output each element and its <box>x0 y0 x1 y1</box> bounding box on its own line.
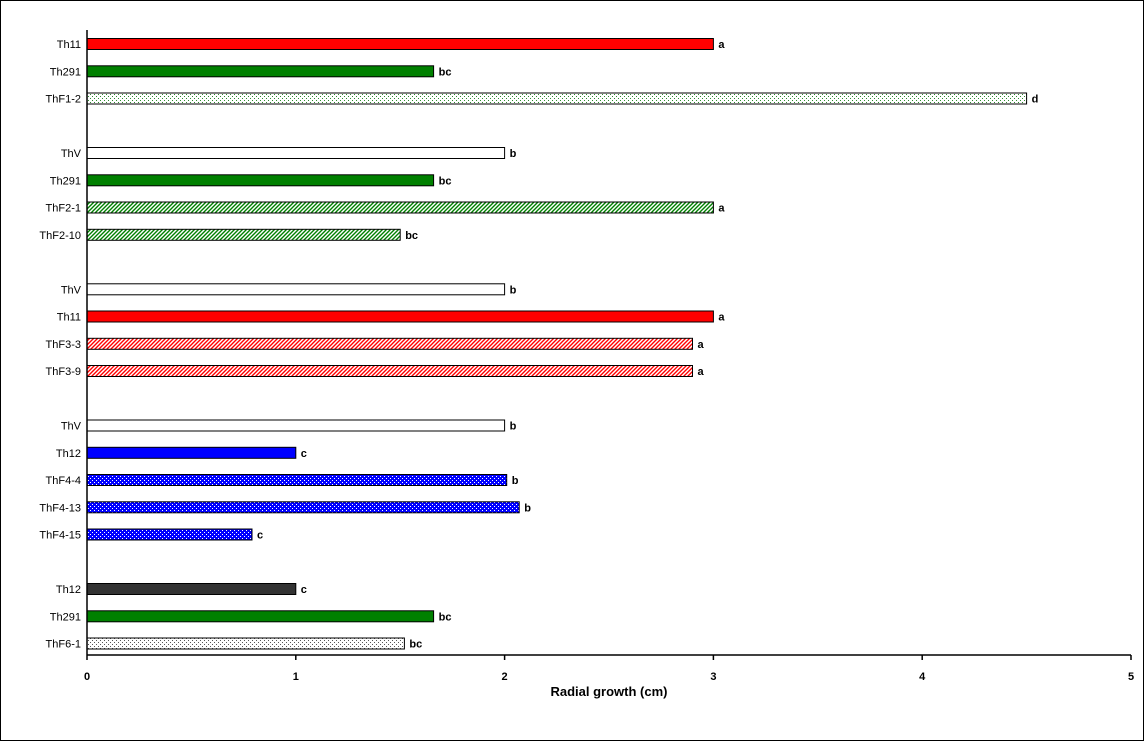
category-label: ThF4-13 <box>39 502 81 514</box>
category-label: Th12 <box>56 584 81 596</box>
bar-th11-group-1 <box>86 38 714 50</box>
bar-thf2-10-group-2 <box>86 228 401 241</box>
bar-thf4-15-group-4 <box>86 528 253 541</box>
category-label: Th12 <box>56 448 81 460</box>
category-label: ThV <box>61 421 82 433</box>
category-label: ThF4-15 <box>39 530 81 542</box>
x-tick-label: 5 <box>1128 671 1134 683</box>
bar-thv-group-2 <box>86 147 506 159</box>
category-label: ThF2-1 <box>46 203 81 215</box>
category-label: Th291 <box>50 66 81 78</box>
x-axis-title: Radial growth (cm) <box>550 684 667 699</box>
bar-thf4-13-group-4 <box>86 501 520 514</box>
bar-thf3-3-group-3 <box>86 337 693 350</box>
category-label: Th11 <box>57 39 81 51</box>
category-label: Th291 <box>50 175 81 187</box>
category-label: ThF4-4 <box>46 475 81 487</box>
significance-letter: bc <box>405 230 418 242</box>
x-tick-label: 4 <box>919 671 926 683</box>
significance-letter: d <box>1032 94 1039 106</box>
significance-letter: bc <box>409 639 422 651</box>
bar-thv-group-4 <box>86 419 506 432</box>
significance-letter: c <box>301 448 307 460</box>
bar-th12-group-4 <box>86 446 297 459</box>
bar-thf4-4-group-4 <box>86 474 508 486</box>
category-label: ThF3-9 <box>46 366 81 378</box>
significance-letter: bc <box>439 611 452 623</box>
category-label: ThF3-3 <box>46 339 81 351</box>
significance-letter: a <box>698 366 705 378</box>
significance-letter: a <box>698 339 705 351</box>
bar-th291-group-5 <box>86 610 435 623</box>
bar-thf6-1-group-5 <box>86 637 405 650</box>
bar-th12-group-5 <box>86 583 297 595</box>
significance-letter: a <box>718 203 725 215</box>
bar-thf1-2-group-1 <box>86 92 1028 105</box>
category-label: Th11 <box>57 312 81 324</box>
bar-th291-group-1 <box>86 65 435 78</box>
bar-thf3-9-group-3 <box>86 365 693 377</box>
bar-thv-group-3 <box>86 283 506 296</box>
significance-letter: b <box>510 284 517 296</box>
significance-letter: c <box>301 584 307 596</box>
x-tick-label: 2 <box>502 671 508 683</box>
category-label: ThF6-1 <box>46 639 81 651</box>
x-tick-label: 0 <box>84 671 90 683</box>
bar-th291-group-2 <box>86 174 435 187</box>
x-tick-label: 3 <box>710 671 716 683</box>
bar-thf2-1-group-2 <box>86 201 714 214</box>
significance-letter: b <box>510 148 517 160</box>
significance-letter: b <box>512 475 519 487</box>
category-label: ThV <box>61 284 82 296</box>
bar-th11-group-3 <box>86 310 714 323</box>
significance-letter: bc <box>439 175 452 187</box>
category-label: Th291 <box>50 611 81 623</box>
significance-letter: a <box>718 39 725 51</box>
significance-letter: a <box>718 312 725 324</box>
category-label: ThF1-2 <box>46 94 81 106</box>
category-label: ThV <box>61 148 82 160</box>
significance-letter: c <box>257 530 263 542</box>
significance-letter: b <box>524 502 531 514</box>
significance-letter: b <box>510 421 517 433</box>
x-tick-label: 1 <box>293 671 299 683</box>
category-label: ThF2-10 <box>39 230 81 242</box>
significance-letter: bc <box>439 66 452 78</box>
